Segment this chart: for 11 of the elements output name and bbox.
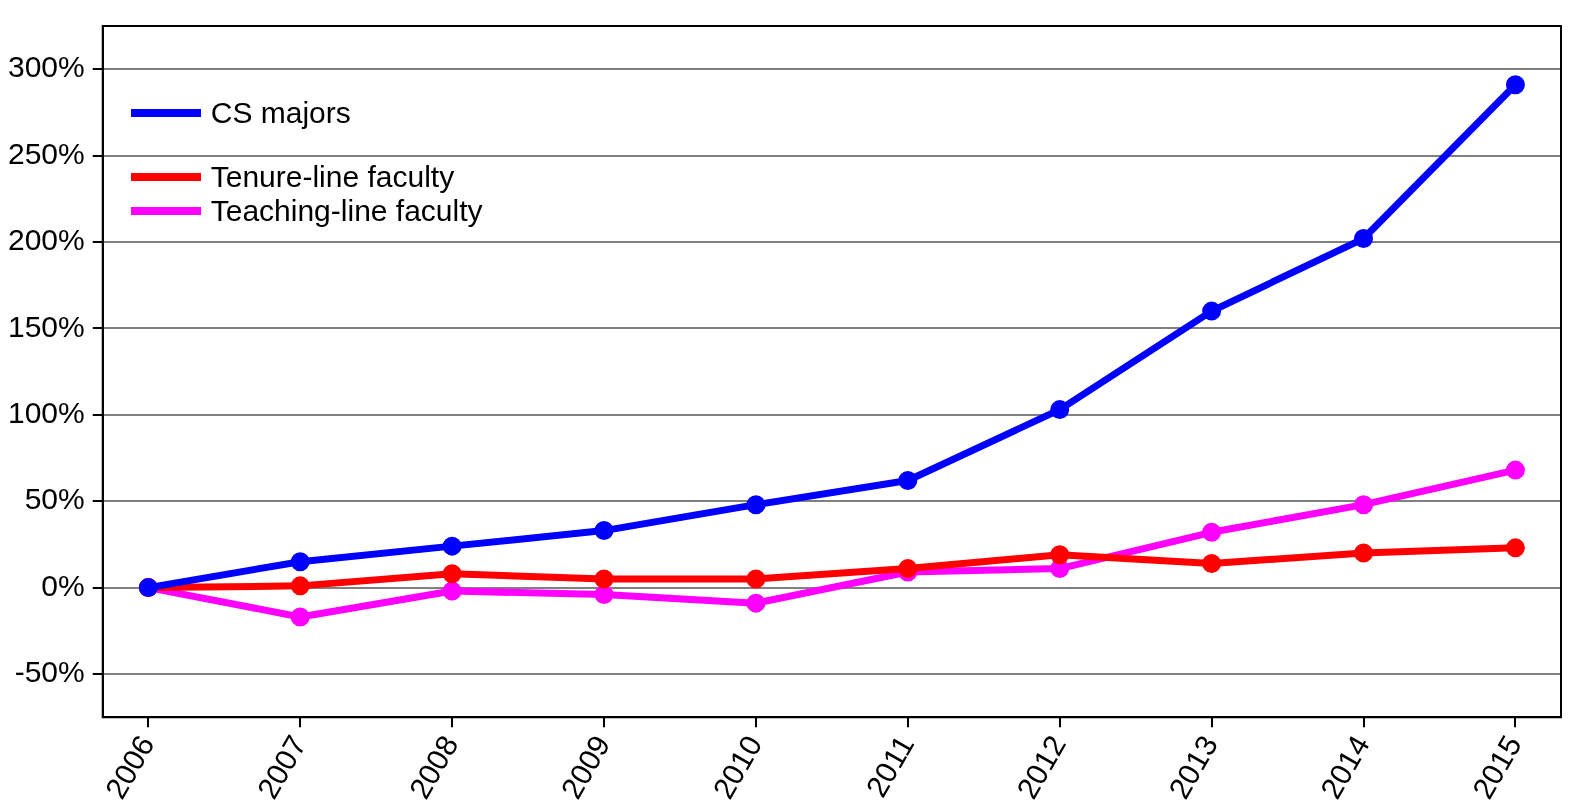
- legend-label: CS majors: [210, 96, 351, 130]
- y-tick-label: 50%: [24, 482, 85, 516]
- y-tick-label: 250%: [7, 136, 85, 170]
- y-tick-label: 150%: [7, 309, 85, 343]
- y-tick-label: 100%: [7, 396, 85, 430]
- legend-label: Tenure-line faculty: [210, 160, 455, 194]
- y-tick-label: 200%: [7, 223, 85, 257]
- y-tick-label: 0%: [41, 568, 85, 602]
- legend-label: Teaching-line faculty: [210, 194, 483, 228]
- y-tick-label: -50%: [14, 655, 85, 689]
- y-tick-label: 300%: [7, 50, 85, 84]
